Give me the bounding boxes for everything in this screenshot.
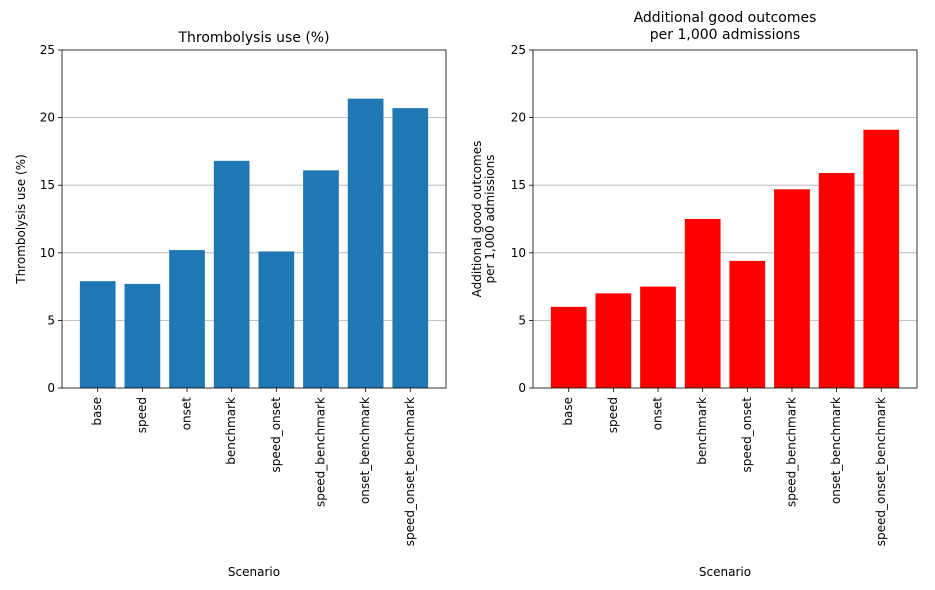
y-axis-title: Thrombolysis use (%) <box>14 154 28 285</box>
bar-benchmark <box>684 219 721 388</box>
axes-frame <box>532 49 918 389</box>
bar-speed <box>595 293 632 388</box>
y-tick-label: 10 <box>511 246 526 260</box>
y-tick-label: 25 <box>40 43 55 57</box>
x-tick-label: benchmark <box>224 397 238 465</box>
y-axis-title-line-1: Additional good outcomes <box>470 141 484 298</box>
chart-additional-good-outcomes: base speed onset benchmark speed_onset speed_… <box>470 10 918 579</box>
bar-speed_onset <box>729 260 766 388</box>
x-tick-label: speed <box>606 397 620 433</box>
bar-speed_onset <box>258 251 295 388</box>
x-tick-label: base <box>90 397 104 426</box>
x-tick-label: base <box>561 397 575 426</box>
bar-base <box>79 281 116 388</box>
x-tick-label: onset_benchmark <box>829 397 843 504</box>
chart-title: Thrombolysis use (%) <box>177 30 329 46</box>
bar-speed_onset_benchmark <box>392 108 429 389</box>
y-tick-label: 0 <box>47 381 55 395</box>
x-tick-label: benchmark <box>695 397 709 465</box>
bar-onset <box>169 250 205 388</box>
x-tick-label: speed_onset_benchmark <box>874 397 888 546</box>
bar-onset_benchmark <box>347 98 384 388</box>
bar-benchmark <box>213 160 250 388</box>
x-tick-label: onset_benchmark <box>358 397 372 504</box>
chart-thrombolysis-use: base speed onset benchmark speed_onset speed_… <box>14 30 447 579</box>
bar-speed <box>124 283 161 388</box>
y-tick-label: 5 <box>518 313 526 327</box>
y-axis-title-line-2: per 1,000 admissions <box>483 155 497 284</box>
bar-onset_benchmark <box>818 173 855 388</box>
x-tick-label: speed_onset <box>740 397 754 473</box>
x-tick-label: speed_benchmark <box>313 397 327 507</box>
chart-title-line-1: Additional good outcomes <box>634 10 817 26</box>
x-axis-title: Scenario <box>699 565 751 579</box>
y-tick-label: 20 <box>511 111 526 125</box>
bar-speed_onset_benchmark <box>863 129 900 388</box>
bar-base <box>550 306 587 388</box>
x-axis-title: Scenario <box>228 565 280 579</box>
x-tick-label: speed <box>135 397 149 433</box>
y-tick-label: 20 <box>40 111 55 125</box>
x-tick-label: onset <box>180 397 194 431</box>
y-tick-label: 25 <box>511 43 526 57</box>
y-tick-label: 5 <box>47 313 55 327</box>
bar-speed_benchmark <box>303 170 339 388</box>
x-tick-label: speed_onset <box>269 397 283 473</box>
x-tick-label: speed_benchmark <box>784 397 798 507</box>
axes-frame <box>61 49 447 389</box>
x-tick-label: speed_onset_benchmark <box>403 397 417 546</box>
y-tick-label: 15 <box>511 178 526 192</box>
bar-speed_benchmark <box>774 189 810 388</box>
x-tick-label: onset <box>651 397 665 431</box>
y-tick-label: 15 <box>40 178 55 192</box>
chart-title-line-2: per 1,000 admissions <box>650 27 800 43</box>
y-tick-label: 10 <box>40 246 55 260</box>
y-tick-label: 0 <box>518 381 526 395</box>
bar-onset <box>640 286 676 388</box>
